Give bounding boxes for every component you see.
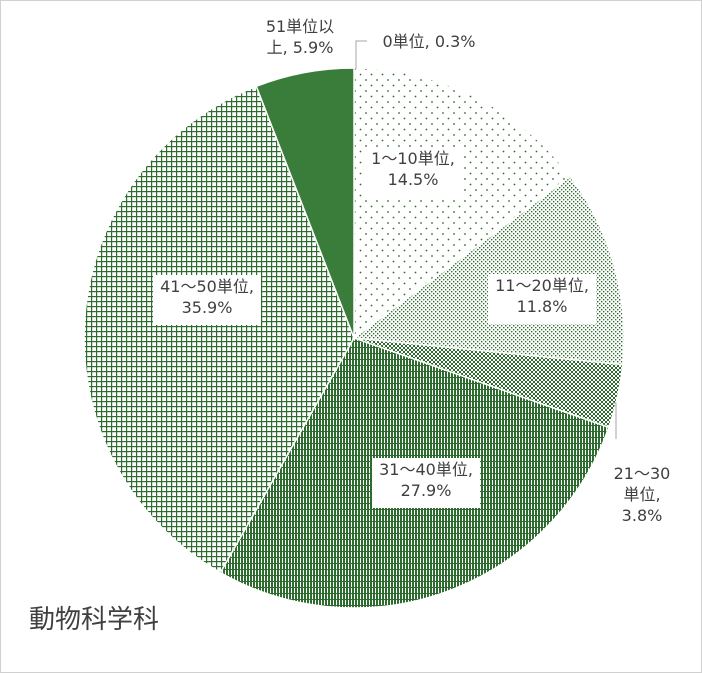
slice-label-line: 11～20単位, xyxy=(495,276,589,295)
chart-title: 動物科学科 xyxy=(29,605,160,635)
slice-label-11-20: 11～20単位, 11.8% xyxy=(488,274,596,324)
slice-label-line: 14.5% xyxy=(388,170,439,189)
slice-label-line: 41～50単位, xyxy=(160,277,254,296)
slice-label-31-40: 31～40単位, 27.9% xyxy=(372,458,480,508)
slice-label-background xyxy=(153,275,261,325)
slice-label-line: 1～10単位, xyxy=(371,149,455,168)
slice-label-line: 11.8% xyxy=(517,297,568,316)
slice-labels: 0単位, 0.3% 1～10単位, 14.5% 11～20単位, 11.8% 21～30 単… xyxy=(153,17,670,525)
slice-label-line: 3.8% xyxy=(622,506,663,525)
slice-label-line: 0単位, 0.3% xyxy=(382,32,475,51)
slice-label-line: 27.9% xyxy=(401,481,452,500)
slice-label-line: 35.9% xyxy=(182,298,233,317)
slice-label-background xyxy=(365,147,461,197)
slice-label-line: 単位, xyxy=(623,485,660,504)
leader-line-21-30 xyxy=(613,402,617,439)
slice-label-41-50: 41～50単位, 35.9% xyxy=(153,275,261,325)
leader-lines xyxy=(355,40,617,439)
slice-label-1-10: 1～10単位, 14.5% xyxy=(365,147,461,197)
pie-slices xyxy=(83,67,625,609)
slice-label-background xyxy=(372,458,480,508)
slice-label-line: 上, 5.9% xyxy=(267,38,334,57)
slice-label-line: 31～40単位, xyxy=(379,460,473,479)
pie-slice-51-plus xyxy=(255,67,355,339)
pie-slice-1-10 xyxy=(353,67,572,340)
slice-label-background xyxy=(488,274,596,324)
leader-line-0 xyxy=(355,40,367,69)
slice-label-line: 51単位以 xyxy=(266,17,334,36)
slice-label-21-30: 21～30 単位, 3.8% xyxy=(614,464,671,525)
slice-label-line: 21～30 xyxy=(614,464,671,483)
slice-label-0: 0単位, 0.3% xyxy=(382,32,475,51)
pie-slice-41-50 xyxy=(83,85,355,574)
